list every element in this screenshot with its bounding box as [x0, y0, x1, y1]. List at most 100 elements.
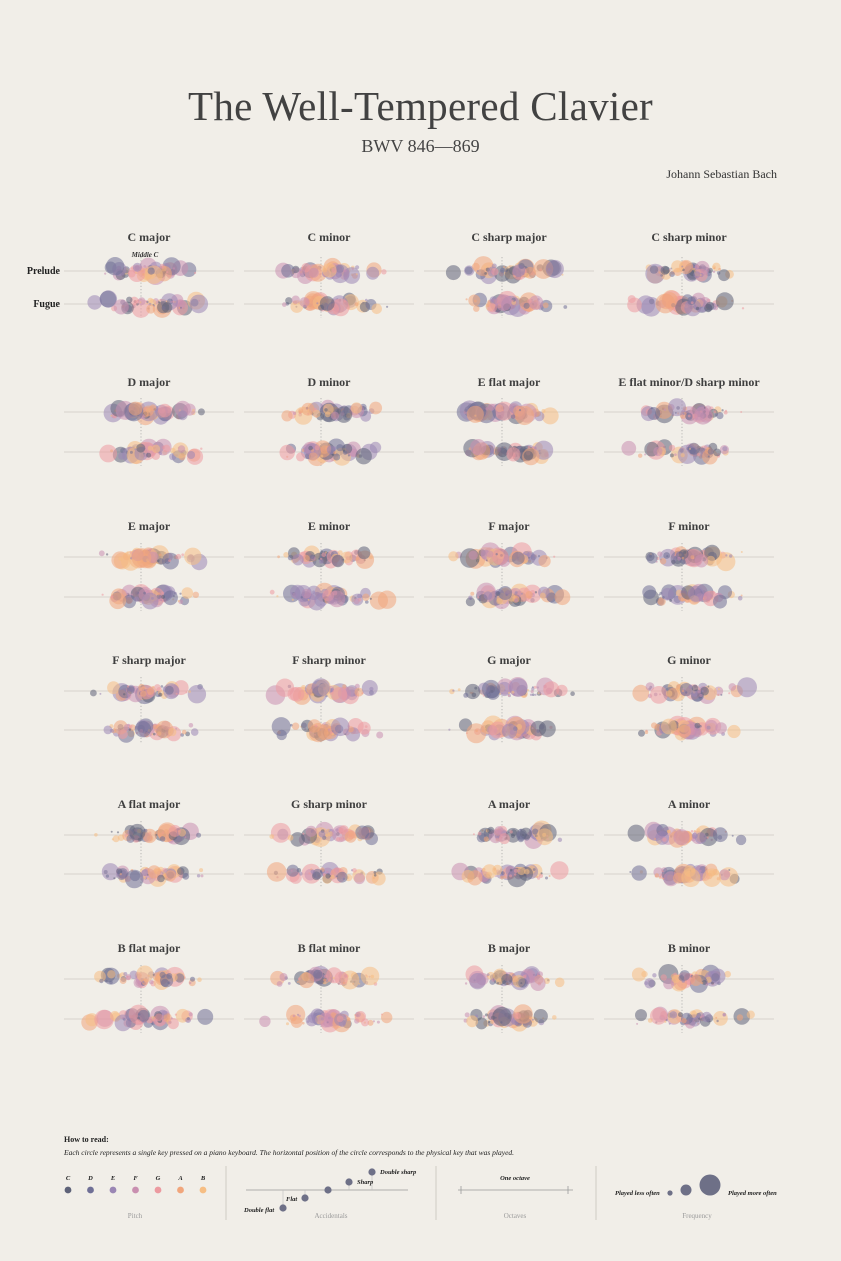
note-circle — [312, 409, 321, 418]
note-circle — [316, 302, 319, 305]
note-circle — [331, 267, 337, 273]
note-circle — [376, 1020, 380, 1024]
key-panel: E minor — [244, 519, 414, 611]
double-flat-marker — [279, 1204, 287, 1212]
note-circle — [107, 681, 120, 695]
note-circle — [358, 982, 361, 985]
note-circle — [281, 264, 295, 278]
note-circle — [533, 1009, 548, 1024]
note-circle — [146, 304, 156, 314]
note-circle — [168, 727, 177, 737]
note-circle — [557, 837, 563, 842]
note-circle — [476, 270, 479, 272]
note-circle — [142, 273, 145, 276]
note-circle — [495, 875, 498, 878]
note-circle — [677, 556, 681, 561]
sharp-label: Sharp — [357, 1179, 374, 1186]
note-circle — [657, 551, 663, 557]
note-circle — [483, 591, 493, 600]
note-circle — [668, 444, 676, 452]
note-circle — [175, 692, 178, 695]
note-circle — [270, 822, 291, 843]
note-circle — [94, 1009, 114, 1030]
note-circle — [729, 554, 733, 558]
note-circle — [698, 1017, 701, 1020]
note-circle — [331, 687, 348, 703]
note-circle — [323, 981, 327, 985]
note-circle — [693, 271, 701, 279]
note-circle — [331, 453, 334, 456]
note-circle — [728, 869, 731, 871]
note-circle — [322, 403, 334, 415]
note-circle — [300, 596, 303, 599]
note-circle — [570, 691, 575, 696]
composer-name: Johann Sebastian Bach — [666, 167, 777, 181]
note-circle — [677, 724, 691, 738]
note-circle — [168, 824, 181, 837]
note-circle — [177, 600, 180, 603]
note-circle — [664, 1020, 667, 1023]
note-circle — [644, 453, 647, 456]
note-circle — [466, 1015, 479, 1028]
note-circle — [161, 594, 165, 599]
note-circle — [163, 590, 178, 606]
note-circle — [196, 832, 202, 838]
note-circle — [543, 681, 560, 698]
note-circle — [716, 1019, 719, 1023]
pitch-swatch — [132, 1186, 139, 1194]
note-circle — [718, 269, 730, 282]
note-circle — [103, 725, 113, 735]
note-circle — [167, 298, 173, 305]
note-circle — [369, 401, 383, 415]
note-circle — [697, 690, 701, 694]
note-circle — [99, 978, 104, 984]
key-panel: F minor — [604, 519, 774, 611]
note-circle — [650, 1007, 668, 1025]
note-circle — [715, 722, 727, 734]
note-circle — [146, 452, 152, 458]
key-panel: D minor — [244, 375, 414, 467]
note-circle — [174, 1013, 177, 1016]
note-circle — [707, 685, 710, 688]
sharp-marker — [345, 1178, 353, 1186]
note-circle — [337, 550, 343, 556]
key-title: F major — [488, 519, 530, 533]
note-circle — [321, 552, 327, 557]
note-circle — [523, 302, 530, 309]
note-circle — [181, 587, 194, 599]
note-circle — [481, 679, 501, 699]
note-circle — [299, 297, 310, 308]
note-circle — [285, 297, 293, 305]
note-circle — [151, 451, 160, 460]
note-circle — [636, 1022, 639, 1025]
key-title: B major — [488, 941, 531, 955]
note-circle — [325, 873, 331, 879]
note-circle — [538, 555, 551, 568]
note-circle — [94, 833, 98, 837]
note-circle — [164, 685, 174, 695]
note-circle — [306, 1020, 310, 1023]
note-circle — [371, 871, 386, 886]
note-circle — [735, 834, 747, 846]
frequency-medium-circle — [680, 1184, 692, 1196]
note-circle — [719, 869, 730, 881]
note-circle — [464, 982, 468, 985]
key-title: D major — [128, 375, 172, 389]
natural-marker — [324, 1186, 332, 1194]
note-circle — [196, 874, 201, 878]
note-circle — [296, 981, 299, 983]
note-circle — [497, 681, 512, 697]
note-circle — [741, 307, 745, 310]
note-circle — [688, 684, 693, 689]
note-circle — [340, 837, 343, 840]
note-circle — [331, 298, 350, 317]
note-circle — [279, 444, 295, 461]
note-circle — [333, 451, 337, 455]
note-circle — [657, 597, 666, 606]
key-title: A flat major — [118, 797, 181, 811]
note-circle — [476, 559, 480, 563]
note-circle — [136, 443, 146, 453]
note-circle — [156, 594, 162, 599]
note-circle — [631, 865, 647, 881]
note-circle — [155, 833, 158, 836]
